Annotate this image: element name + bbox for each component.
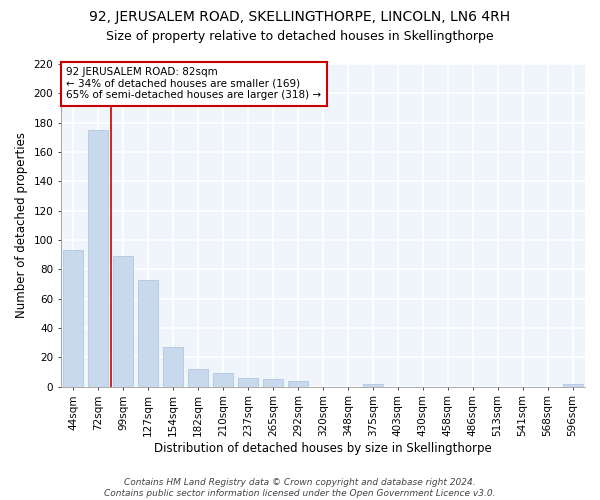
Text: 92 JERUSALEM ROAD: 82sqm
← 34% of detached houses are smaller (169)
65% of semi-: 92 JERUSALEM ROAD: 82sqm ← 34% of detach… xyxy=(66,67,322,100)
X-axis label: Distribution of detached houses by size in Skellingthorpe: Distribution of detached houses by size … xyxy=(154,442,492,455)
Bar xyxy=(113,256,133,386)
Bar xyxy=(263,380,283,386)
Bar xyxy=(64,250,83,386)
Bar xyxy=(288,381,308,386)
Y-axis label: Number of detached properties: Number of detached properties xyxy=(15,132,28,318)
Bar xyxy=(238,378,258,386)
Bar xyxy=(213,374,233,386)
Bar xyxy=(139,280,158,386)
Bar xyxy=(163,347,183,387)
Bar xyxy=(88,130,109,386)
Text: Contains HM Land Registry data © Crown copyright and database right 2024.
Contai: Contains HM Land Registry data © Crown c… xyxy=(104,478,496,498)
Bar xyxy=(563,384,583,386)
Bar xyxy=(188,369,208,386)
Text: 92, JERUSALEM ROAD, SKELLINGTHORPE, LINCOLN, LN6 4RH: 92, JERUSALEM ROAD, SKELLINGTHORPE, LINC… xyxy=(89,10,511,24)
Text: Size of property relative to detached houses in Skellingthorpe: Size of property relative to detached ho… xyxy=(106,30,494,43)
Bar xyxy=(363,384,383,386)
